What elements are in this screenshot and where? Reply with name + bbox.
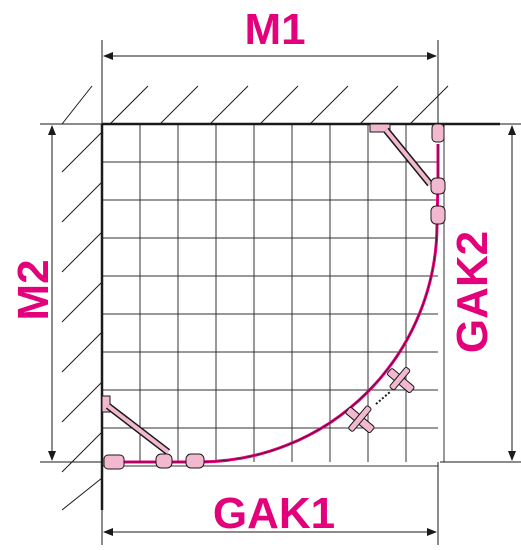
curved-glass-door: [104, 144, 440, 464]
label-m2: M2: [9, 259, 58, 320]
walls: [100, 122, 500, 510]
label-gak1: GAK1: [213, 489, 335, 538]
magnetic-seal: [375, 391, 391, 405]
dimension-m2: [40, 123, 102, 463]
wall-hatching-left: [61, 131, 103, 511]
hinge-top-1: [430, 177, 446, 195]
stabilizer-arm-top: [369, 123, 433, 187]
dimension-m1: [101, 40, 439, 124]
stabilizer-arm-left: [101, 395, 171, 455]
hinge-bottom-2: [185, 453, 205, 469]
hinge-bottom-1: [155, 453, 173, 469]
floor-tile-grid: [102, 124, 445, 467]
hinge-top-2: [430, 205, 446, 225]
label-m1: M1: [244, 5, 305, 54]
wall-bracket-top: [431, 123, 445, 143]
dimension-gak1: [101, 462, 439, 545]
label-gak2: GAK2: [448, 231, 497, 353]
dimension-gak2: [440, 123, 521, 463]
wall-hatching-top: [61, 85, 449, 125]
door-handle-upper: [387, 367, 415, 394]
door-handle-lower: [345, 405, 375, 434]
wall-bracket-bottom: [103, 454, 125, 470]
